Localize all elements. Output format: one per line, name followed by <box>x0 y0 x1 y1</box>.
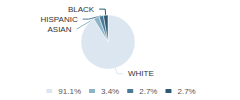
svg-text:2.7%: 2.7% <box>177 87 195 96</box>
svg-text:3.4%: 3.4% <box>101 87 119 96</box>
svg-text:HISPANIC: HISPANIC <box>40 15 77 24</box>
svg-text:BLACK: BLACK <box>68 5 95 14</box>
svg-text:ASIAN: ASIAN <box>47 25 71 34</box>
svg-text:2.7%: 2.7% <box>139 87 157 96</box>
svg-text:91.1%: 91.1% <box>58 87 81 96</box>
svg-text:WHITE: WHITE <box>128 69 154 78</box>
